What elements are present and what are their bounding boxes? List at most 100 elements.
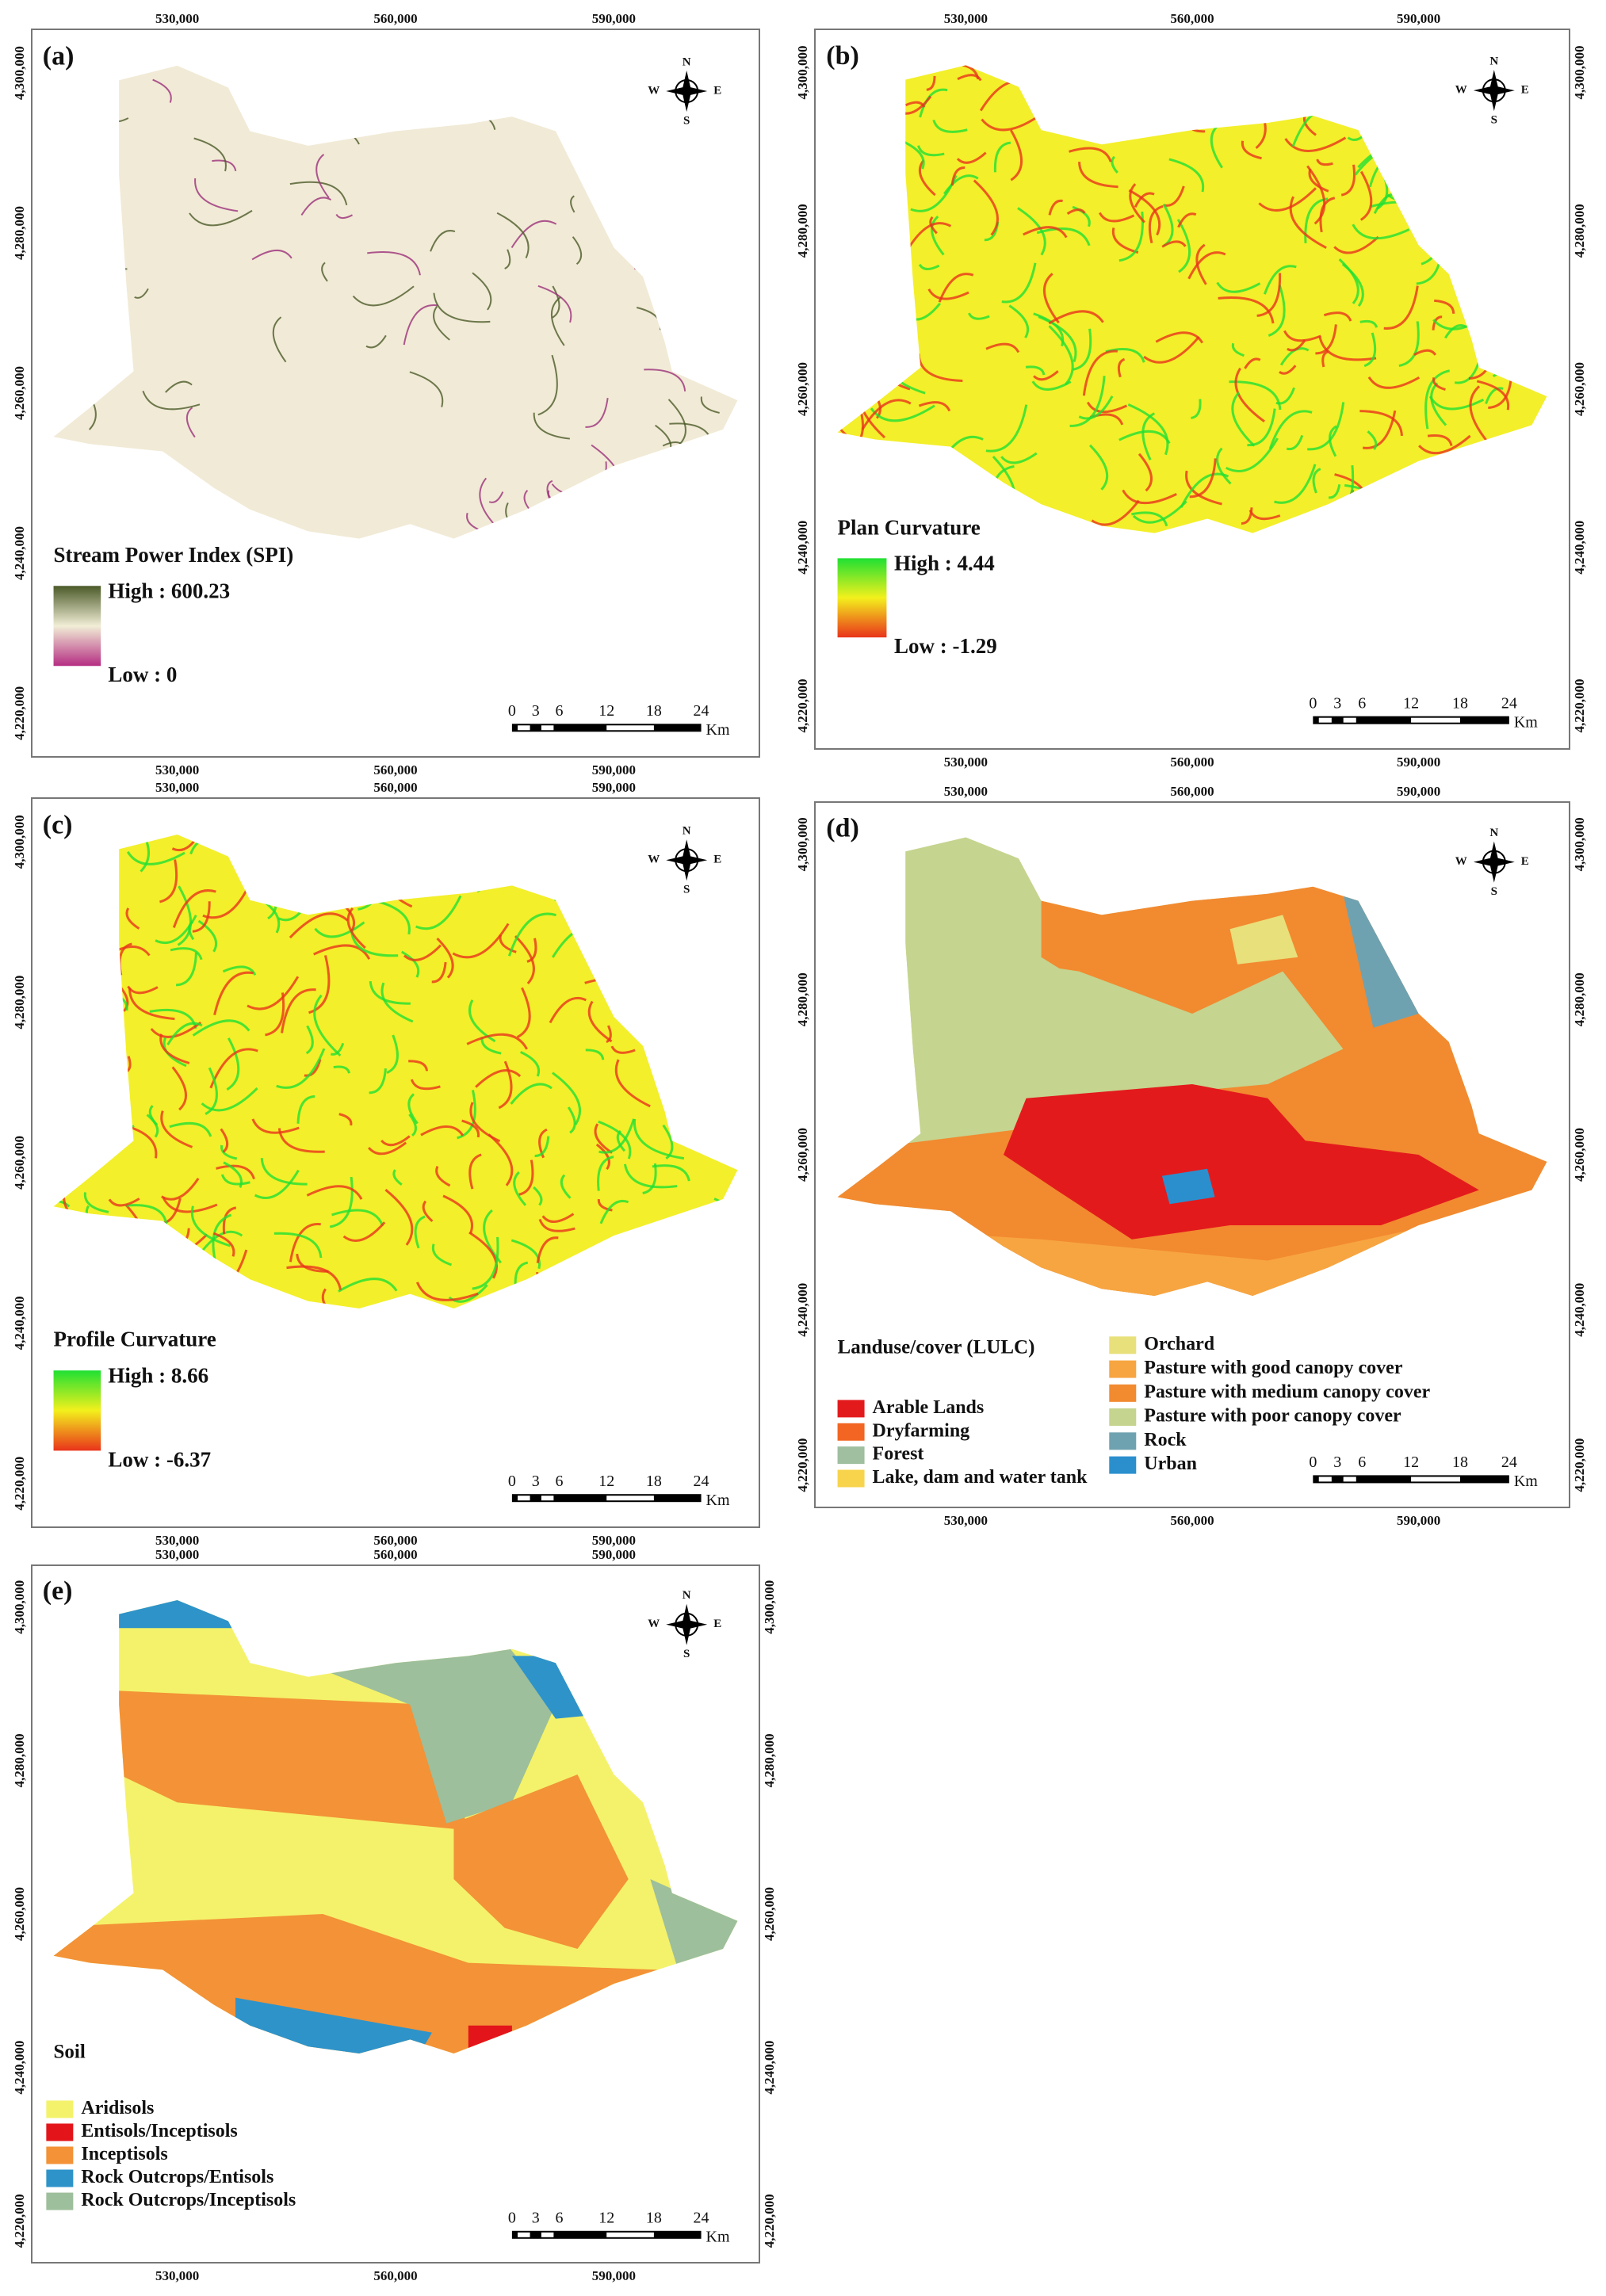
terrain-stroke — [1497, 106, 1528, 138]
compass-star — [666, 839, 708, 881]
x-coordinate: 530,000 — [944, 1513, 988, 1528]
compass-letter: E — [713, 854, 721, 866]
terrain-stroke — [702, 875, 718, 887]
terrain-stroke — [927, 288, 969, 300]
terrain-stroke — [857, 204, 899, 231]
terrain-stroke — [1359, 410, 1403, 437]
x-coordinate: 590,000 — [592, 780, 636, 795]
terrain-stroke — [513, 1171, 527, 1206]
terrain-stroke — [172, 889, 216, 928]
terrain-stroke — [698, 1049, 738, 1094]
y-coordinate: 4,300,000 — [795, 45, 810, 99]
terrain-stroke — [606, 1025, 612, 1044]
y-coordinate: 4,220,000 — [12, 2194, 27, 2248]
terrain-stroke — [286, 1265, 342, 1290]
terrain-stroke — [1155, 331, 1204, 344]
terrain-stroke — [488, 491, 504, 503]
land-unit — [90, 1690, 468, 1831]
terrain-stroke — [329, 1176, 354, 1228]
compass-star — [666, 1603, 708, 1645]
compass-letter: W — [648, 1618, 660, 1630]
terrain-stroke — [534, 1136, 550, 1157]
terrain-stroke — [617, 222, 627, 246]
terrain-stroke — [163, 484, 186, 525]
terrain-stroke — [276, 1048, 326, 1089]
terrain-stroke — [727, 1103, 738, 1151]
terrain-stroke — [201, 1087, 258, 1112]
terrain-stroke — [1172, 89, 1190, 100]
terrain-stroke — [100, 1232, 110, 1265]
terrain-stroke — [730, 1199, 738, 1214]
terrain-stroke — [837, 305, 839, 313]
terrain-stroke — [1072, 205, 1091, 227]
terrain-stroke — [1418, 434, 1471, 455]
map-panel: (c) 530,000 530,000 560,000 560,000 590,000 59… — [12, 780, 760, 1548]
terrain-stroke — [701, 988, 726, 998]
terrain-stroke — [583, 1264, 629, 1286]
panel-frame — [31, 1564, 760, 2264]
terrain-stroke — [1216, 447, 1232, 485]
scale-segment — [518, 725, 530, 731]
terrain-stroke — [321, 1288, 340, 1308]
scale-label: 0 — [1309, 1454, 1317, 1471]
terrain-stroke — [1476, 247, 1494, 269]
terrain-stroke — [720, 1061, 738, 1075]
terrain-stroke — [165, 1249, 195, 1303]
scale-label: 3 — [1333, 1454, 1341, 1471]
terrain-stroke — [682, 1003, 700, 1010]
y-coordinate: 4,300,000 — [795, 817, 810, 871]
terrain-stroke — [658, 454, 708, 491]
scale-segment — [606, 725, 654, 731]
x-coordinate: 590,000 — [592, 1533, 636, 1548]
terrain-stroke — [249, 871, 266, 901]
terrain-stroke — [194, 178, 239, 212]
terrain-stroke — [1189, 458, 1217, 499]
y-coordinate: 4,220,000 — [1572, 1438, 1587, 1492]
terrain-stroke — [1187, 251, 1226, 280]
compass-letter: E — [1521, 855, 1529, 868]
y-coordinate: 4,300,000 — [12, 46, 27, 100]
terrain-stroke — [1241, 140, 1262, 160]
y-coordinate: 4,240,000 — [12, 2041, 27, 2095]
terrain-stroke — [1231, 342, 1245, 357]
scale-segment — [1318, 717, 1332, 723]
terrain-stroke — [1143, 335, 1200, 364]
legend-item: Arable Lands — [873, 1397, 985, 1418]
terrain-stroke — [83, 1192, 109, 1213]
legend-item: Orchard — [1144, 1334, 1215, 1354]
terrain-stroke — [1088, 444, 1109, 491]
terrain-stroke — [1348, 100, 1409, 116]
terrain-stroke — [1132, 500, 1187, 524]
terrain-stroke — [1518, 332, 1545, 379]
terrain-stroke — [633, 1277, 662, 1301]
terrain-stroke — [73, 1101, 98, 1143]
y-coordinate: 4,220,000 — [795, 679, 810, 733]
terrain-stroke — [97, 66, 112, 113]
legend-item: Forest — [873, 1444, 924, 1465]
terrain-stroke — [1241, 507, 1253, 525]
terrain-stroke — [380, 982, 414, 1023]
terrain-stroke — [1033, 370, 1059, 381]
terrain-stroke — [289, 1223, 321, 1263]
terrain-stroke — [313, 944, 371, 960]
terrain-stroke — [537, 354, 558, 416]
terrain-stroke — [1023, 226, 1068, 239]
terrain-stroke — [104, 1123, 135, 1133]
legend-swatch — [1109, 1336, 1137, 1354]
terrain-stroke — [876, 237, 893, 251]
x-coordinate: 560,000 — [373, 11, 417, 26]
terrain-stroke — [1465, 474, 1520, 489]
terrain-stroke — [1318, 335, 1377, 361]
compass-letter: S — [1491, 114, 1497, 127]
terrain-stroke — [957, 74, 982, 82]
terrain-stroke — [1268, 285, 1286, 337]
terrain-stroke — [304, 1059, 322, 1077]
terrain-stroke — [608, 1252, 621, 1276]
terrain-stroke — [1042, 273, 1060, 324]
terrain-stroke — [1191, 399, 1202, 419]
terrain-stroke — [878, 69, 904, 117]
terrain-stroke — [374, 835, 388, 860]
terrain-stroke — [732, 217, 738, 266]
terrain-stroke — [1176, 219, 1191, 273]
y-coordinate: 4,280,000 — [12, 206, 27, 260]
